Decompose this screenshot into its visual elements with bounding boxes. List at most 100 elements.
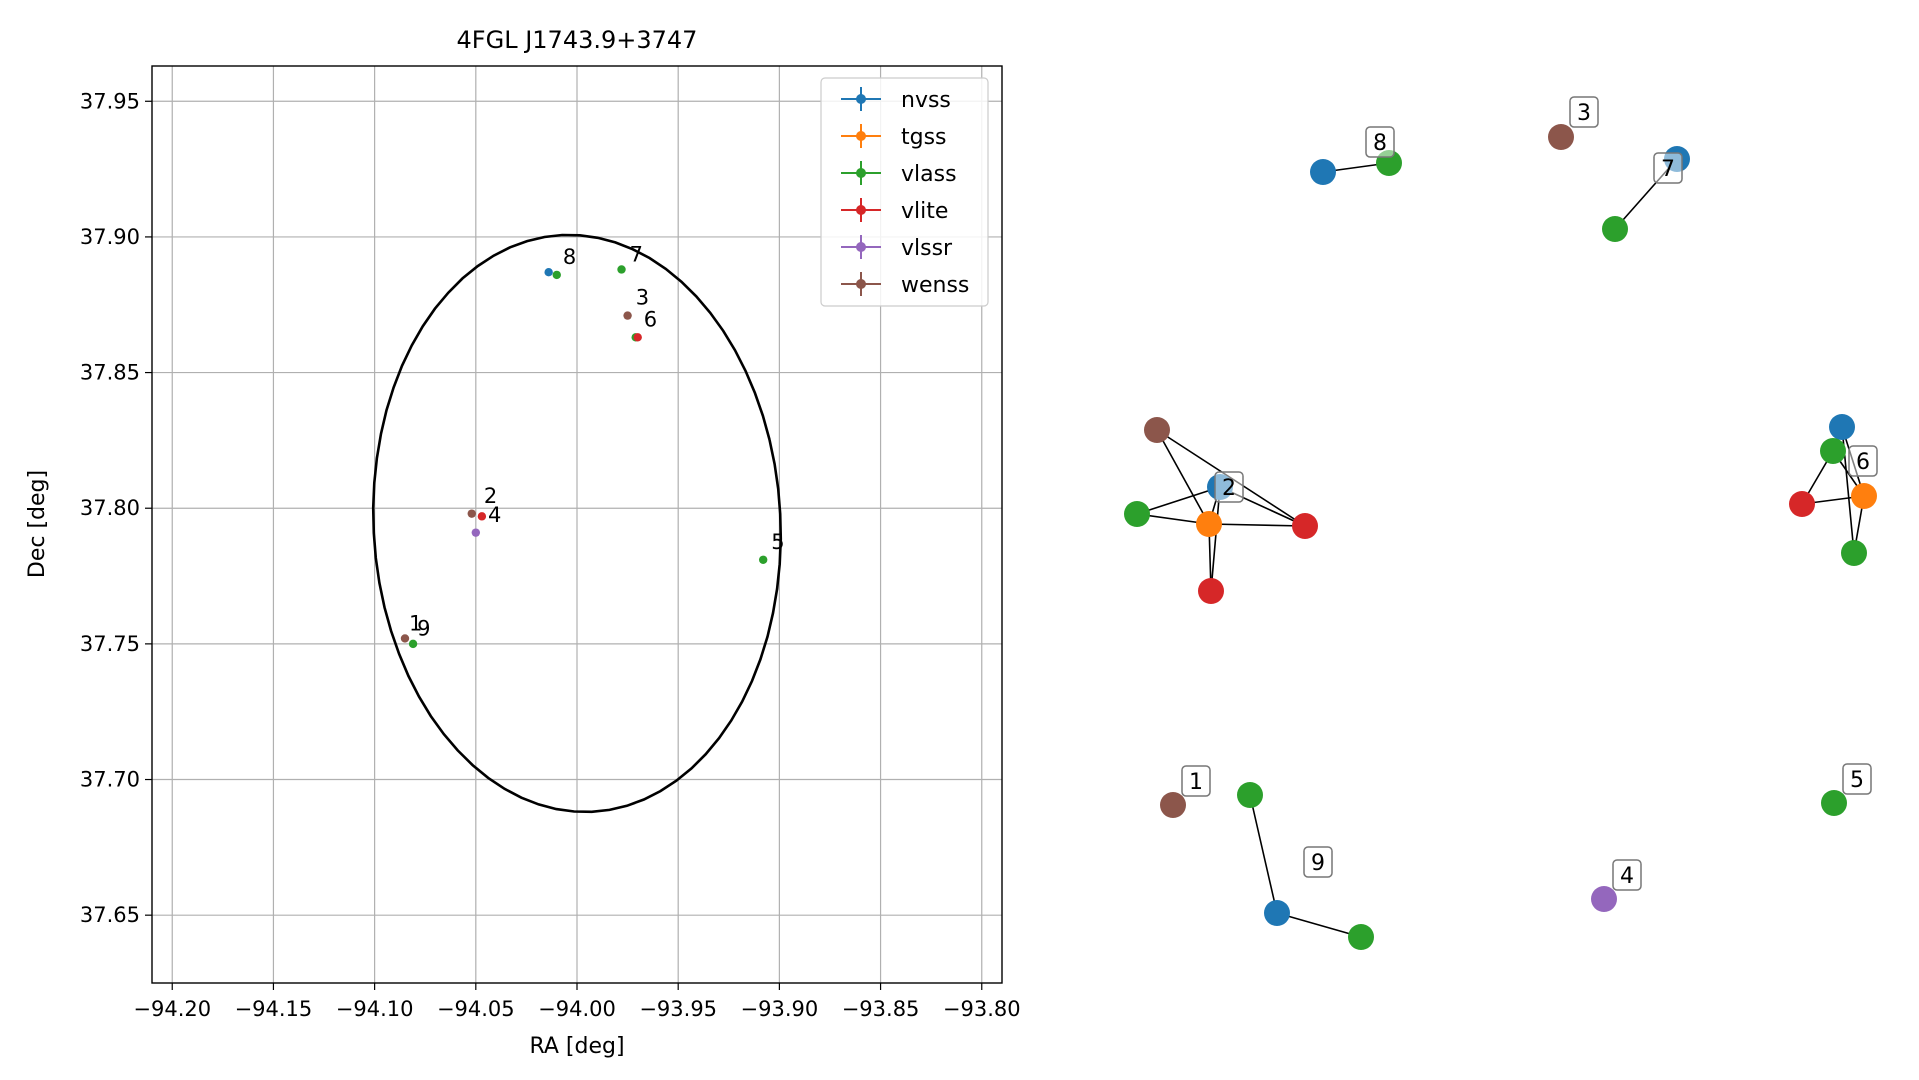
legend: nvss tgss vlass vlite vlssr wenss (820, 77, 989, 307)
y-tick-label: 37.65 (80, 903, 140, 927)
x-tick-label: −93.85 (842, 997, 920, 1021)
data-point-nvss (544, 267, 553, 277)
network-label: 3 (1569, 96, 1599, 128)
network-node-wenss (1144, 417, 1170, 443)
network-edge (1208, 523, 1306, 527)
svg-text:1: 1 (1189, 770, 1203, 795)
network-node-nvss (1829, 414, 1855, 440)
point-annotation: 1 (409, 611, 422, 635)
network-edge (1156, 429, 1210, 525)
data-point-vlass (408, 639, 418, 649)
legend-marker (856, 94, 866, 104)
y-axis-ticks: 37.65 37.70 37.75 37.80 37.85 37.90 37.95 (80, 89, 152, 927)
x-tick-label: −93.80 (943, 997, 1021, 1021)
legend-marker (856, 205, 866, 215)
network-label: 4 (1612, 859, 1642, 891)
data-point-vlass (552, 270, 561, 280)
network-edges (1136, 158, 1865, 938)
svg-text:5: 5 (1850, 768, 1864, 793)
legend-entry-tgss: tgss (841, 124, 947, 150)
network-label: 9 (1303, 846, 1333, 878)
legend-marker (856, 242, 866, 252)
point-annotation: 3 (636, 286, 649, 310)
network-label: 7 (1653, 152, 1683, 184)
network-node-wenss (1548, 124, 1574, 150)
y-tick-label: 37.75 (80, 632, 140, 656)
data-point-vlass (758, 555, 768, 564)
network-node-vlass (1820, 438, 1846, 464)
network-edge (1136, 486, 1221, 515)
x-tick-label: −93.90 (741, 997, 819, 1021)
point-annotation: 9 (417, 617, 430, 641)
data-point-vlssr (471, 528, 481, 537)
point-annotation: 2 (484, 484, 497, 508)
network-node-vlite (1292, 513, 1318, 539)
error-ellipse (371, 233, 783, 814)
legend-marker (856, 168, 866, 178)
network-node-vlass (1124, 501, 1150, 527)
network-node-vlass (1602, 216, 1628, 242)
network-node-tgss (1851, 483, 1877, 509)
legend-entry-vlass: vlass (841, 161, 957, 187)
network-edge (1249, 794, 1278, 914)
legend-entry-nvss: nvss (841, 87, 951, 113)
legend-label: tgss (901, 125, 947, 150)
legend-label: wenss (901, 273, 969, 298)
x-tick-label: −94.15 (235, 997, 313, 1021)
network-edge (1210, 486, 1221, 592)
network-label: 1 (1181, 765, 1211, 797)
chart-title: 4FGL J1743.9+3747 (457, 26, 698, 54)
svg-text:6: 6 (1856, 450, 1870, 475)
network-node-vlite (1789, 491, 1815, 517)
network-edge (1276, 912, 1362, 938)
network-node-vlssr (1591, 886, 1617, 912)
y-tick-label: 37.80 (80, 496, 140, 520)
network-node-vlass (1237, 782, 1263, 808)
svg-text:4: 4 (1620, 864, 1634, 889)
data-point-vlass (617, 265, 626, 274)
network-label: 2 (1214, 471, 1244, 503)
network-node-vlass (1821, 790, 1847, 816)
x-tick-label: −94.20 (133, 997, 211, 1021)
y-tick-label: 37.70 (80, 768, 140, 792)
data-points (400, 265, 768, 649)
network-node-vlass (1841, 540, 1867, 566)
network-node-nvss (1310, 159, 1336, 185)
legend-label: nvss (901, 88, 951, 113)
data-point-wenss (467, 509, 476, 518)
network-node-tgss (1196, 511, 1222, 537)
y-tick-label: 37.95 (80, 89, 140, 113)
svg-text:2: 2 (1222, 476, 1236, 501)
network-label: 8 (1365, 126, 1395, 158)
data-point-vlite (477, 512, 487, 521)
x-axis-ticks: −94.20 −94.15 −94.10 −94.05 −94.00 −93.95 −93.… (133, 983, 1021, 1021)
point-annotation: 8 (563, 245, 576, 269)
network-node-vlite (1198, 578, 1224, 604)
point-annotation: 7 (630, 242, 643, 266)
legend-label: vlssr (901, 236, 953, 261)
y-tick-label: 37.85 (80, 361, 140, 385)
data-point-wenss (400, 634, 410, 643)
match-network-graph: 8 3 7 2 6 1 9 (1124, 96, 1878, 950)
data-point-wenss (623, 311, 632, 320)
svg-text:3: 3 (1577, 101, 1591, 126)
network-label: 6 (1848, 445, 1878, 477)
error-ellipse-layer (371, 233, 783, 814)
legend-entry-vlite: vlite (841, 198, 948, 224)
svg-text:8: 8 (1373, 131, 1387, 156)
svg-text:7: 7 (1661, 157, 1675, 182)
point-annotation: 5 (771, 530, 784, 554)
x-tick-label: −93.95 (639, 997, 717, 1021)
annotations: 1 2 3 4 5 6 7 8 9 (409, 242, 785, 640)
network-node-vlass (1348, 924, 1374, 950)
legend-entry-vlssr: vlssr (841, 235, 953, 261)
legend-label: vlite (901, 199, 948, 224)
y-axis-label: Dec [deg] (25, 470, 50, 578)
x-axis-label: RA [deg] (529, 1034, 624, 1059)
svg-text:9: 9 (1311, 851, 1325, 876)
legend-entry-wenss: wenss (841, 272, 969, 298)
network-node-wenss (1160, 792, 1186, 818)
network-label: 5 (1842, 763, 1872, 795)
x-tick-label: −94.10 (336, 997, 414, 1021)
